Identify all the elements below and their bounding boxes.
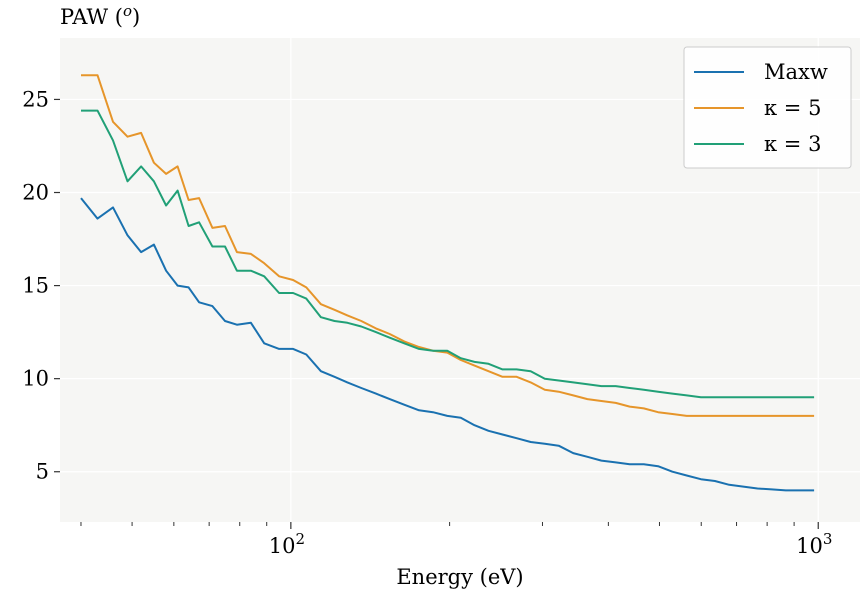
series-line-3 (81, 109, 815, 399)
y-axis-title: PAW (o) (60, 2, 140, 29)
y-tick-label: 5 (36, 460, 49, 484)
legend: Maxw κ = 5 κ = 3 (683, 46, 852, 169)
y-tick-label: 15 (22, 274, 49, 298)
series-lines (80, 74, 815, 492)
x-axis-title: Energy (eV) (396, 565, 523, 589)
y-tick-label: 20 (22, 181, 49, 205)
y-tick-label: 10 (22, 367, 49, 391)
y-tick-label: 25 (22, 87, 49, 111)
x-tick-label: 103 (796, 530, 832, 558)
legend-label-2: κ = 5 (764, 96, 821, 120)
y-axis-title-sup: o (123, 2, 132, 20)
axes: 5 10 15 20 25 102 103 (22, 87, 832, 558)
y-axis-title-text: PAW ( (60, 5, 123, 29)
series-line-1 (80, 197, 815, 492)
x-tick-label: 102 (269, 530, 305, 558)
legend-box (683, 46, 852, 169)
legend-label-1: Maxw (764, 60, 828, 84)
legend-label-3: κ = 3 (764, 132, 821, 156)
y-axis-title-close: ) (132, 5, 140, 29)
